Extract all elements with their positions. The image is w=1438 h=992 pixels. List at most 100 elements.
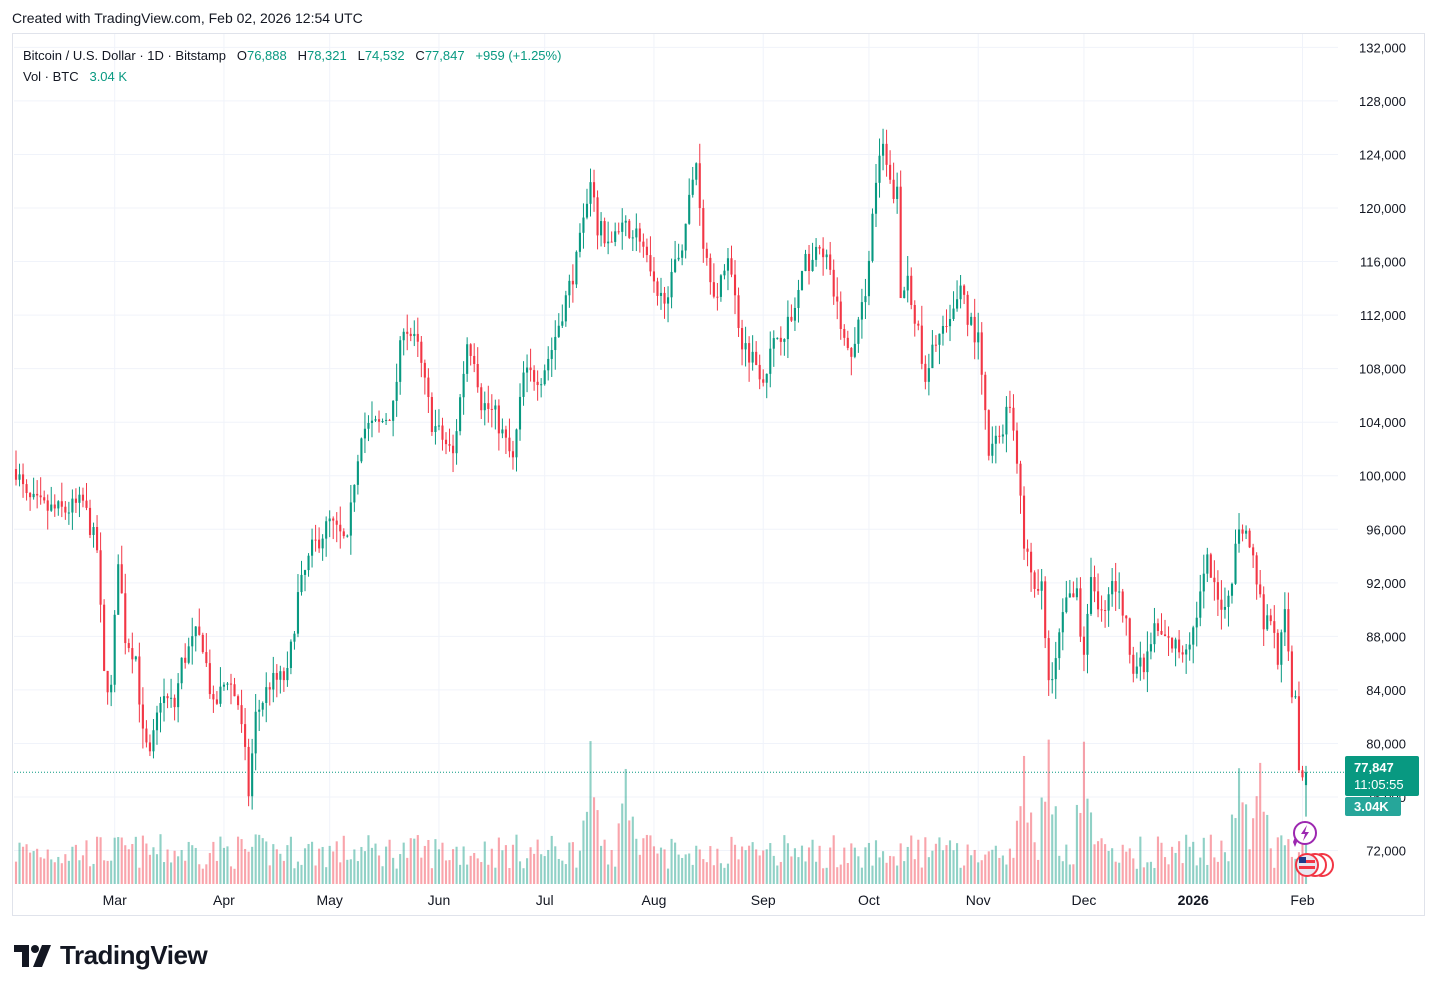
candle-body — [1276, 632, 1279, 665]
candle-body — [889, 164, 892, 180]
volume-bar — [303, 848, 307, 884]
candle-body — [335, 520, 338, 525]
volume-bar — [469, 855, 472, 884]
candle-body — [342, 531, 345, 537]
candle-body — [201, 634, 204, 653]
candle-body — [399, 340, 402, 382]
volume-bar — [635, 838, 638, 884]
us-flag-icon[interactable] — [1295, 853, 1334, 877]
candle-body — [614, 231, 617, 242]
candle-body — [793, 307, 796, 321]
candle-body — [367, 422, 370, 429]
volume-bar — [96, 836, 99, 884]
volume-bar — [1220, 840, 1223, 884]
volume-bar — [624, 768, 627, 884]
candle-body — [896, 186, 899, 199]
candle-body — [1149, 644, 1152, 652]
volume-bar — [977, 862, 980, 884]
candle-body — [46, 500, 49, 511]
candle-body — [43, 497, 46, 501]
volume-bar — [1181, 863, 1184, 884]
candle-body — [804, 253, 807, 272]
volume-bar — [473, 852, 476, 884]
candle-body — [554, 336, 557, 351]
volume-bar — [938, 837, 941, 884]
volume-bar — [656, 853, 659, 884]
candle-body — [772, 338, 775, 349]
price-tag-price: 77,847 — [1354, 760, 1394, 775]
volume-bar — [423, 845, 426, 884]
candle-body — [970, 316, 973, 325]
candle-body — [148, 742, 151, 752]
candle-body — [106, 670, 109, 693]
volume-bar — [892, 856, 895, 884]
volume-bar — [1202, 837, 1205, 884]
volume-bar — [110, 860, 113, 884]
candle-body — [1037, 588, 1040, 591]
candle-body — [36, 493, 39, 496]
candle-body — [938, 333, 941, 345]
volume-bar — [367, 835, 370, 884]
volume-bar — [652, 846, 656, 884]
candle-body — [1072, 593, 1075, 598]
candle-body — [300, 574, 303, 593]
volume-bar — [1276, 837, 1279, 884]
volume-bar — [638, 854, 641, 884]
volume-bar — [363, 851, 366, 884]
candle-body — [600, 221, 603, 236]
candle-body — [568, 280, 571, 296]
volume-bar — [702, 859, 705, 884]
volume-bar — [797, 857, 800, 884]
volume-bar — [205, 864, 208, 884]
candle-body — [120, 564, 123, 594]
candle-body — [1301, 770, 1304, 778]
candle-body — [924, 363, 927, 382]
volume-bar — [769, 843, 772, 884]
volume-bar — [1082, 741, 1086, 884]
candle-body — [825, 254, 828, 258]
candle-body — [1234, 543, 1237, 584]
volume-bar — [963, 865, 966, 884]
candle-body — [448, 444, 451, 446]
volume-bar — [645, 834, 648, 884]
volume-bar — [1273, 867, 1276, 884]
volume-bar — [148, 854, 151, 884]
volume-bar — [1199, 857, 1202, 884]
candle-body — [282, 671, 285, 681]
lightning-icon[interactable] — [1293, 821, 1317, 847]
volume-bar — [987, 851, 990, 884]
y-tick-label: 108,000 — [1359, 362, 1406, 377]
candle-body — [409, 333, 412, 337]
candle-body — [864, 296, 867, 303]
volume-bar — [871, 865, 874, 884]
volume-bar — [39, 857, 42, 884]
volume-bar — [719, 863, 722, 884]
volume-bar — [462, 846, 465, 884]
volume-bar — [455, 846, 458, 884]
volume-bar — [765, 849, 768, 884]
candle-body — [402, 331, 405, 341]
volume-bar — [395, 868, 398, 884]
volume-bar — [113, 837, 116, 884]
volume-bar — [1104, 844, 1107, 884]
volume-bar — [1237, 768, 1241, 884]
candle-body — [836, 296, 839, 302]
candle-body — [1068, 593, 1071, 598]
tradingview-brand[interactable]: TradingView — [14, 940, 208, 971]
volume-bar — [931, 850, 934, 884]
candle-body — [184, 657, 187, 663]
candle-body — [212, 694, 215, 700]
candle-body — [53, 504, 56, 509]
volume-bar — [1037, 859, 1040, 884]
candle-body — [187, 646, 190, 663]
legend-close-label: C — [415, 48, 425, 63]
volume-bar — [261, 838, 264, 884]
legend-volume-row: Vol · BTC 3.04 K — [23, 66, 561, 87]
candle-body — [81, 494, 85, 501]
candle-body — [205, 652, 208, 664]
candle-body — [314, 539, 317, 541]
volume-bar — [536, 839, 539, 884]
candle-body — [934, 344, 937, 346]
candle-body — [134, 656, 137, 660]
